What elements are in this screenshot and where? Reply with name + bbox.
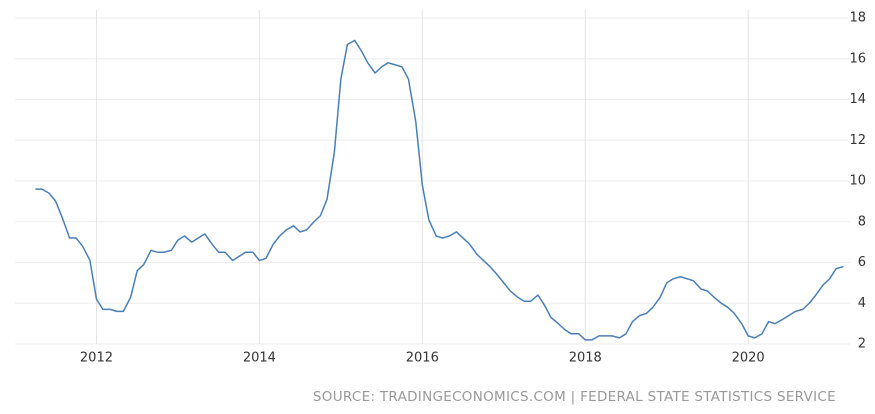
y-tick-label: 4 xyxy=(858,296,866,311)
x-tick-label: 2014 xyxy=(243,351,276,366)
x-tick-label: 2016 xyxy=(406,351,439,366)
y-tick-label: 8 xyxy=(858,214,866,229)
data-line xyxy=(35,39,844,341)
x-tick-label: 2018 xyxy=(569,351,602,366)
x-tick-label: 2020 xyxy=(732,351,765,366)
y-tick-label: 10 xyxy=(849,174,866,189)
source-note: SOURCE: TRADINGECONOMICS.COM | FEDERAL S… xyxy=(313,389,836,405)
y-tick-label: 16 xyxy=(849,51,866,66)
y-tick-label: 6 xyxy=(858,255,866,270)
x-tick-label: 2012 xyxy=(80,351,113,366)
y-tick-label: 2 xyxy=(858,337,866,352)
y-tick-label: 14 xyxy=(849,92,866,107)
y-tick-label: 12 xyxy=(849,133,866,148)
y-tick-label: 18 xyxy=(849,11,866,26)
